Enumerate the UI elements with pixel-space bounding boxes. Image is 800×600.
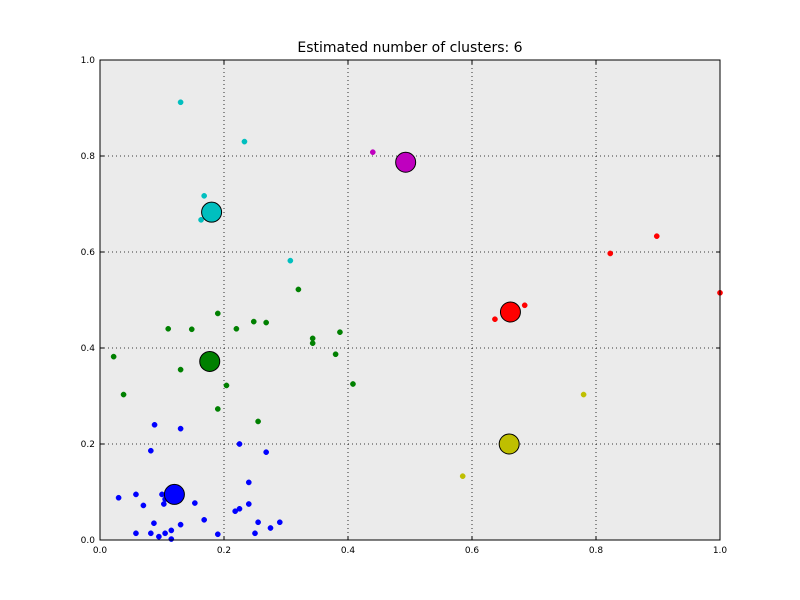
- data-point: [192, 500, 198, 506]
- axis-ticks: [99, 59, 721, 541]
- data-point: [255, 418, 261, 425]
- data-point: [147, 447, 154, 454]
- data-point: [245, 479, 252, 486]
- data-point: [115, 494, 122, 501]
- data-point: [201, 516, 208, 523]
- cluster-center: [395, 151, 417, 173]
- data-point: [263, 319, 270, 326]
- data-point: [521, 302, 528, 309]
- cluster-center: [201, 201, 223, 223]
- data-point: [295, 286, 302, 293]
- plot-frame: [99, 59, 721, 541]
- x-tick-label: 0.0: [93, 546, 108, 556]
- data-point: [201, 192, 208, 199]
- data-point: [214, 531, 221, 538]
- data-point: [133, 491, 139, 498]
- data-point: [168, 536, 175, 542]
- data-point: [168, 527, 175, 534]
- x-tick-label: 0.6: [465, 546, 480, 556]
- data-point: [653, 233, 660, 240]
- chart-title: Estimated number of clusters: 6: [297, 40, 523, 56]
- data-point: [332, 351, 339, 358]
- data-point: [133, 530, 139, 537]
- data-point: [188, 326, 195, 333]
- y-tick-label: 0.8: [81, 152, 96, 162]
- x-tick-label: 0.4: [341, 546, 356, 556]
- data-point: [309, 335, 316, 342]
- data-point: [140, 502, 147, 509]
- data-point: [120, 391, 127, 398]
- data-point: [159, 491, 165, 498]
- data-point: [236, 505, 243, 512]
- data-point: [162, 530, 168, 537]
- data-point: [263, 449, 270, 456]
- data-point: [177, 366, 184, 373]
- data-point: [177, 99, 184, 106]
- data-point: [165, 325, 172, 332]
- data-point: [156, 533, 162, 540]
- data-point: [309, 340, 316, 347]
- data-point: [214, 406, 221, 412]
- cluster-center: [499, 301, 521, 323]
- data-point: [151, 421, 158, 428]
- data-point: [198, 216, 204, 223]
- x-tick-label: 1.0: [713, 546, 728, 556]
- y-tick-label: 0.4: [81, 344, 96, 354]
- data-point: [607, 250, 614, 257]
- grid-lines: [100, 60, 720, 540]
- y-tick-label: 0.6: [81, 248, 96, 258]
- data-point: [252, 530, 258, 537]
- data-point: [250, 318, 257, 325]
- data-point: [232, 508, 239, 515]
- data-point: [151, 520, 157, 527]
- data-point: [147, 530, 154, 537]
- data-point: [177, 425, 184, 432]
- cluster-center: [163, 483, 185, 505]
- x-tick-label: 0.2: [217, 546, 231, 556]
- axis-tick-labels: 0.0 0.2 0.4 0.6 0.8 1.0 0.0 0.2 0.4 0.6 0.8 1.0: [81, 56, 728, 556]
- data-point: [580, 391, 587, 398]
- cluster-centers: [163, 151, 521, 505]
- y-tick-label: 0.0: [81, 536, 96, 546]
- data-point: [337, 329, 343, 336]
- data-point: [161, 501, 167, 507]
- data-point: [287, 257, 294, 264]
- data-point: [177, 521, 184, 528]
- cluster-center: [199, 350, 221, 372]
- data-point: [214, 310, 221, 317]
- data-point: [276, 519, 283, 526]
- data-point: [459, 473, 466, 480]
- data-point: [236, 441, 243, 447]
- data-point: [255, 519, 261, 526]
- data-point: [110, 353, 117, 360]
- data-points: [110, 99, 723, 542]
- data-point: [223, 382, 230, 389]
- data-point: [267, 525, 274, 531]
- data-point: [245, 501, 252, 507]
- data-point: [492, 316, 498, 323]
- data-point: [233, 325, 240, 332]
- y-tick-label: 1.0: [81, 56, 96, 66]
- data-point: [369, 149, 376, 156]
- data-point: [241, 138, 248, 145]
- data-point: [350, 381, 356, 387]
- x-tick-label: 0.8: [589, 546, 604, 556]
- plot-area: [100, 60, 720, 540]
- y-tick-label: 0.2: [81, 440, 95, 450]
- cluster-center: [498, 433, 520, 455]
